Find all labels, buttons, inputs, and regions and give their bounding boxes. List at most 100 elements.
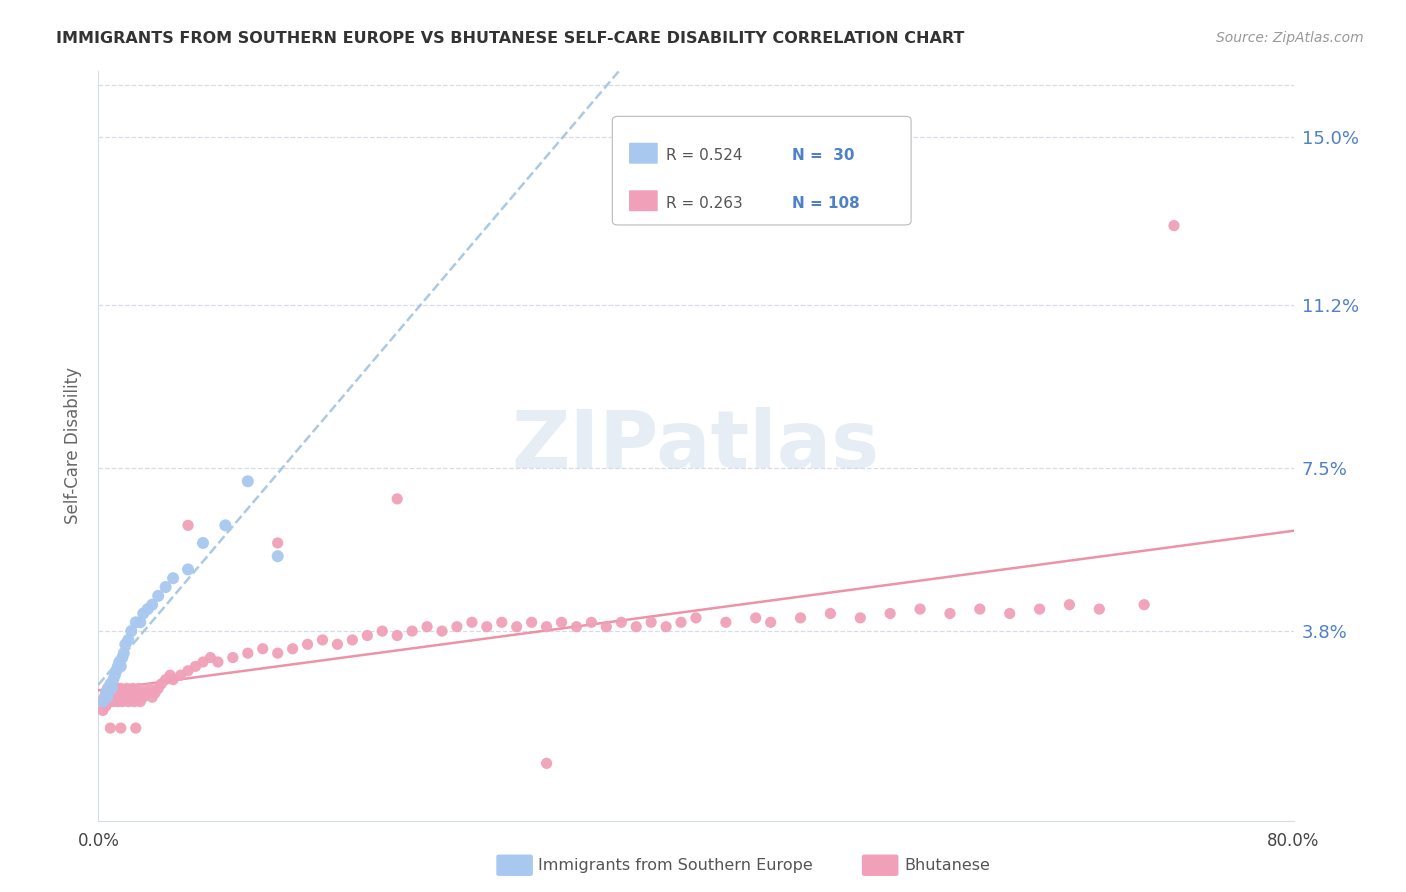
Point — [98, 677, 122, 691]
Point — [200, 650, 222, 665]
Point — [669, 615, 692, 630]
Point — [107, 695, 129, 709]
Point — [214, 518, 236, 533]
Point — [138, 681, 160, 696]
Point — [162, 673, 184, 687]
Point — [105, 664, 128, 678]
Point — [91, 695, 114, 709]
Text: Bhutanese: Bhutanese — [904, 858, 990, 872]
Point — [159, 668, 181, 682]
Point — [114, 686, 136, 700]
Point — [1133, 598, 1156, 612]
Point — [491, 615, 513, 630]
Point — [127, 686, 149, 700]
Point — [117, 632, 139, 647]
Point — [101, 681, 124, 696]
Point — [103, 695, 125, 709]
Point — [595, 620, 617, 634]
Point — [416, 620, 439, 634]
Point — [536, 620, 558, 634]
Point — [236, 475, 259, 489]
Point — [177, 664, 200, 678]
Point — [118, 690, 141, 705]
Point — [98, 695, 122, 709]
Point — [191, 655, 214, 669]
Point — [121, 681, 143, 696]
Text: N = 108: N = 108 — [792, 195, 859, 211]
Text: N =  30: N = 30 — [792, 148, 853, 163]
Point — [536, 756, 558, 771]
Point — [267, 536, 290, 550]
Point — [969, 602, 991, 616]
Point — [141, 598, 163, 612]
Point — [125, 721, 148, 735]
Point — [640, 615, 662, 630]
Point — [135, 686, 157, 700]
Point — [281, 641, 304, 656]
Point — [143, 686, 166, 700]
Point — [430, 624, 453, 639]
Point — [789, 611, 811, 625]
Point — [155, 673, 177, 687]
Point — [136, 602, 159, 616]
Point — [94, 699, 117, 714]
Point — [97, 686, 120, 700]
Point — [96, 681, 118, 696]
Point — [155, 580, 177, 594]
Point — [110, 686, 132, 700]
Point — [97, 690, 120, 705]
Point — [191, 536, 214, 550]
FancyBboxPatch shape — [613, 116, 911, 225]
Point — [207, 655, 229, 669]
Point — [745, 611, 768, 625]
Point — [112, 690, 135, 705]
Point — [97, 681, 120, 696]
Point — [107, 659, 129, 673]
Y-axis label: Self-Care Disability: Self-Care Disability — [65, 368, 83, 524]
Point — [550, 615, 572, 630]
Point — [148, 681, 170, 696]
Point — [385, 628, 409, 642]
Point — [101, 686, 124, 700]
Point — [150, 677, 173, 691]
Text: Source: ZipAtlas.com: Source: ZipAtlas.com — [1216, 31, 1364, 45]
Point — [998, 607, 1021, 621]
Point — [94, 686, 117, 700]
Point — [356, 628, 378, 642]
Point — [714, 615, 737, 630]
Text: IMMIGRANTS FROM SOUTHERN EUROPE VS BHUTANESE SELF-CARE DISABILITY CORRELATION CH: IMMIGRANTS FROM SOUTHERN EUROPE VS BHUTA… — [56, 31, 965, 46]
Point — [401, 624, 423, 639]
Point — [120, 624, 142, 639]
Point — [311, 632, 333, 647]
Point — [115, 681, 138, 696]
Point — [103, 690, 125, 705]
Point — [581, 615, 603, 630]
Point — [342, 632, 364, 647]
Point — [1163, 219, 1185, 233]
FancyBboxPatch shape — [628, 190, 658, 211]
Point — [177, 562, 200, 576]
Point — [297, 637, 319, 651]
Point — [252, 641, 274, 656]
Point — [105, 690, 128, 705]
Point — [96, 695, 118, 709]
Point — [820, 607, 842, 621]
Point — [236, 646, 259, 660]
Point — [565, 620, 588, 634]
Point — [110, 659, 132, 673]
Point — [908, 602, 931, 616]
Point — [125, 690, 148, 705]
Point — [128, 681, 150, 696]
Text: R = 0.263: R = 0.263 — [666, 195, 742, 211]
FancyBboxPatch shape — [628, 143, 658, 164]
Point — [117, 695, 139, 709]
Point — [1088, 602, 1111, 616]
Point — [132, 690, 155, 705]
Point — [90, 695, 112, 709]
Point — [879, 607, 901, 621]
Point — [93, 690, 115, 705]
Point — [939, 607, 962, 621]
Point — [104, 668, 127, 682]
Point — [91, 703, 114, 717]
Point — [132, 607, 155, 621]
